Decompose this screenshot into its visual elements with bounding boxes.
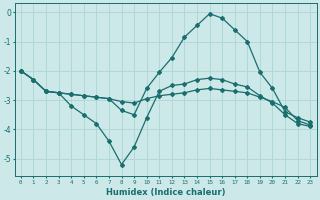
X-axis label: Humidex (Indice chaleur): Humidex (Indice chaleur) <box>106 188 225 197</box>
